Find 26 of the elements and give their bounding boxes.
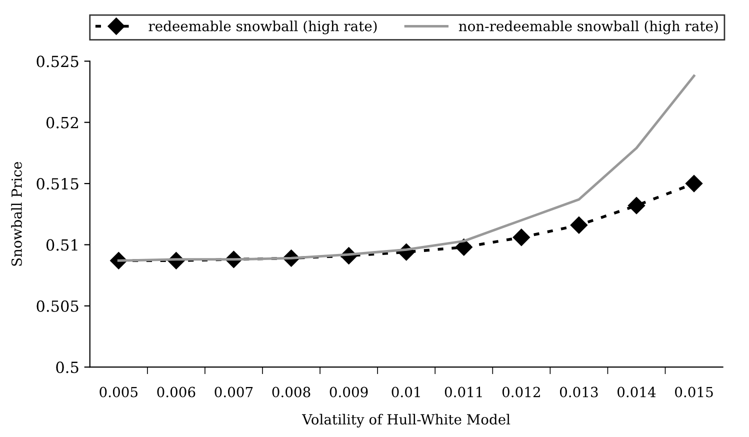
x-tick-label: 0.012 xyxy=(502,386,540,398)
y-tick-label: 0.505 xyxy=(36,300,78,312)
point xyxy=(455,238,472,256)
x-tick-label: 0.011 xyxy=(444,386,482,398)
x-tick-label: 0.01 xyxy=(392,386,420,398)
x-tick-label: 0.013 xyxy=(560,386,598,398)
y-tick-label: 0.52 xyxy=(46,116,78,128)
y-axis-title: Snowball Price xyxy=(11,162,22,266)
x-tick-label: 0.014 xyxy=(618,386,656,398)
y-tick-label: 0.51 xyxy=(46,239,78,251)
x-tick-label: 0.008 xyxy=(272,386,310,398)
x-tick-label: 0.005 xyxy=(100,386,138,398)
point xyxy=(628,197,646,214)
x-tick-label: 0.009 xyxy=(330,386,368,398)
x-tick-label: 0.006 xyxy=(157,386,196,398)
x-tick-label: 0.007 xyxy=(214,386,253,398)
point xyxy=(570,216,588,234)
x-axis-title: Volatility of Hull-White Model xyxy=(302,414,510,428)
point xyxy=(685,174,703,192)
y-tick-label: 0.515 xyxy=(36,178,78,190)
point xyxy=(512,228,530,246)
legend-label: non-redeemable snowball (high rate) xyxy=(458,20,718,34)
y-tick-label: 0.5 xyxy=(56,362,78,374)
y-tick-label: 0.525 xyxy=(36,56,78,68)
legend-label: redeemable snowball (high rate) xyxy=(148,20,377,34)
x-tick-label: 0.015 xyxy=(675,386,713,398)
